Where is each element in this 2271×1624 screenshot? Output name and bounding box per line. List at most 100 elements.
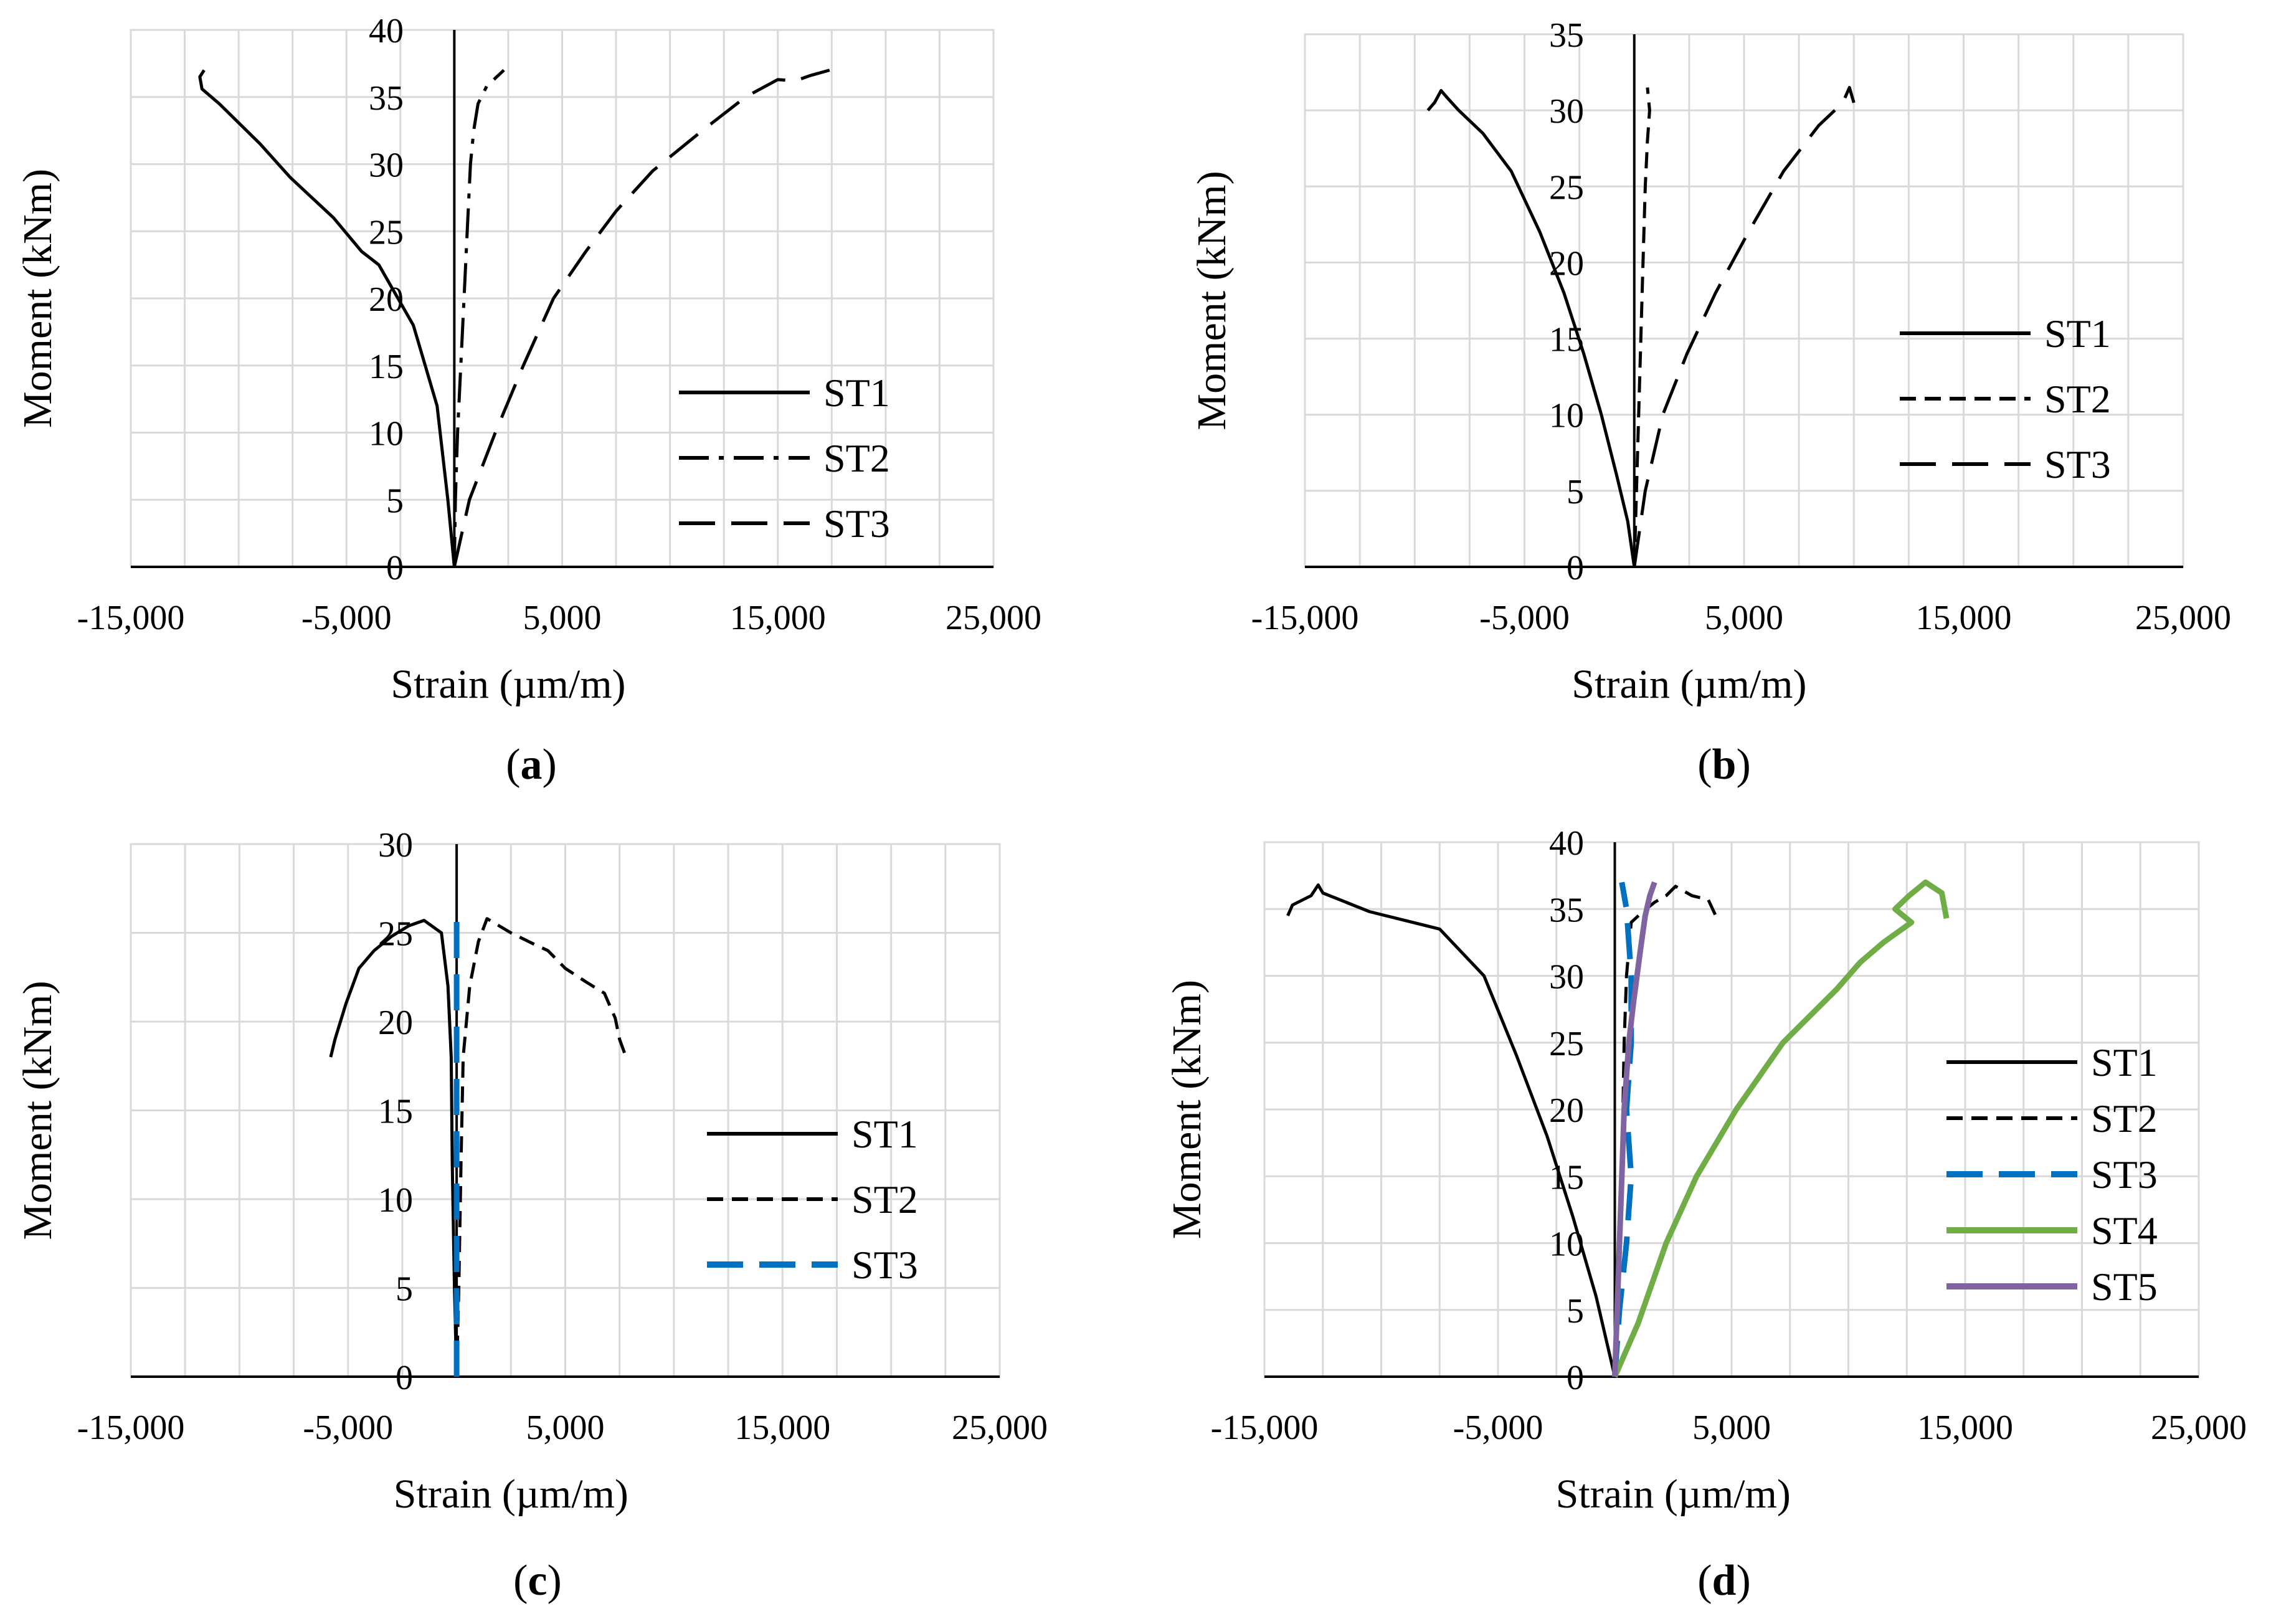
y-tick-label: 5: [396, 1270, 413, 1309]
series-line-st2: [455, 917, 628, 1377]
chart-panel-d: -15,000 -5,000 5,000 15,000 25,000 0 5 10 15 20 25…: [1164, 824, 2247, 1605]
x-tick-label: 5,000: [526, 1408, 605, 1447]
legend-label-st2: ST2: [2044, 377, 2111, 421]
y-tick-label: 15: [369, 348, 404, 386]
x-tick-label: 5,000: [523, 599, 602, 637]
y-tick-label: 15: [378, 1093, 413, 1131]
y-tick-label: 10: [378, 1181, 413, 1220]
y-tick-label: 40: [369, 12, 404, 50]
x-tick-label: -15,000: [77, 599, 185, 637]
x-axis-title: Strain (µm/m): [394, 1471, 628, 1517]
y-axis-title: Moment (kNm): [1164, 980, 1210, 1239]
x-axis-title: Strain (µm/m): [391, 662, 625, 707]
y-tick-label: 30: [1549, 92, 1584, 131]
caption-letter: b: [1712, 741, 1737, 789]
legend-label-st1: ST1: [823, 371, 890, 415]
legend-label-st3: ST3: [2044, 442, 2111, 487]
y-tick-label: 10: [1549, 1225, 1584, 1264]
legend-label-st3: ST3: [823, 501, 890, 546]
series-line-st2: [1633, 87, 1651, 567]
y-tick-label: 20: [1549, 1091, 1584, 1130]
x-tick-label: 25,000: [952, 1408, 1048, 1447]
y-tick-label: 0: [1567, 549, 1584, 587]
series-line-st3: [452, 69, 830, 567]
panel-caption: (c): [513, 1557, 562, 1605]
panel-caption: (a): [506, 741, 557, 789]
y-tick-label: 30: [378, 826, 413, 865]
caption-letter: c: [528, 1557, 547, 1605]
series-line-st1: [1426, 88, 1636, 567]
y-tick-label: 0: [386, 549, 404, 587]
y-tick-label: 15: [1549, 1158, 1584, 1197]
x-tick-label: 5,000: [1692, 1408, 1771, 1447]
caption-close: ): [1736, 1557, 1750, 1605]
y-tick-label: 0: [396, 1359, 413, 1397]
series-line-st1: [198, 69, 456, 567]
legend-label-st2: ST2: [851, 1177, 918, 1222]
y-axis-title: Moment (kNm): [1189, 171, 1235, 430]
caption-open: (: [513, 1557, 528, 1605]
y-tick-label: 30: [1549, 958, 1584, 997]
caption-letter: d: [1712, 1557, 1737, 1605]
caption-letter: a: [521, 741, 543, 789]
x-tick-label: -15,000: [77, 1408, 185, 1447]
caption-close: ): [548, 1557, 562, 1605]
caption-close: ): [1736, 741, 1750, 789]
legend-label-st4: ST4: [2091, 1209, 2158, 1253]
legend-label-st1: ST1: [851, 1112, 918, 1156]
legend-label-st5: ST5: [2091, 1265, 2158, 1309]
caption-open: (: [506, 741, 520, 789]
x-tick-label: 5,000: [1705, 599, 1783, 637]
y-axis-title: Moment (kNm): [15, 981, 60, 1240]
y-tick-label: 20: [1549, 244, 1584, 283]
series-line-st4: [1612, 879, 1950, 1378]
panel-caption: (b): [1697, 741, 1751, 789]
legend-label-st1: ST1: [2044, 311, 2111, 356]
x-axis-title: Strain (µm/m): [1572, 662, 1806, 707]
legend-label-st3: ST3: [851, 1243, 918, 1287]
legend: ST1 ST2 ST3: [707, 1112, 918, 1287]
plot-area: [130, 29, 995, 568]
series-line-st5: [1612, 881, 1657, 1377]
y-tick-label: 0: [1567, 1359, 1584, 1397]
y-tick-label: 25: [1549, 1025, 1584, 1063]
x-tick-label: 15,000: [734, 1408, 830, 1447]
y-tick-label: 30: [369, 146, 404, 185]
legend-label-st2: ST2: [2091, 1096, 2158, 1141]
chart-panel-c: -15,000 -5,000 5,000 15,000 25,0000510152025…: [15, 826, 1048, 1605]
x-tick-label: -15,000: [1251, 599, 1359, 637]
y-tick-label: 20: [378, 1004, 413, 1042]
x-tick-label: 25,000: [2135, 599, 2231, 637]
x-tick-label: -5,000: [1453, 1408, 1543, 1447]
legend: ST1 ST2 ST3: [1900, 311, 2111, 487]
series-line-st3: [1633, 86, 1856, 567]
series-line-st1: [1286, 883, 1616, 1377]
plot-area: [1263, 841, 2200, 1378]
y-tick-label: 5: [1567, 1292, 1584, 1331]
x-tick-label: -5,000: [303, 1408, 393, 1447]
y-tick-label: 35: [1549, 891, 1584, 929]
y-tick-label: 25: [1549, 168, 1584, 207]
y-tick-label: 35: [1549, 16, 1584, 55]
caption-close: ): [543, 741, 557, 789]
series-line-st1: [329, 919, 458, 1377]
plot-area: [130, 843, 1001, 1378]
plot-area: [1304, 33, 2184, 568]
x-tick-label: 25,000: [2151, 1408, 2247, 1447]
x-tick-label: 15,000: [1917, 1408, 2013, 1447]
chart-panel-a: -15,000 -5,000 5,000 15,000 25,0000510152025…: [15, 12, 1041, 789]
panel-caption: (d): [1697, 1557, 1751, 1605]
chart-panel-b: -15,000 -5,000 5,000 15,000 25,0000510152025…: [1189, 16, 2231, 789]
y-tick-label: 35: [369, 79, 404, 118]
legend: ST1 ST2 ST3 ST4 ST5: [1946, 1040, 2158, 1309]
y-tick-label: 40: [1549, 824, 1584, 863]
y-axis-title: Moment (kNm): [15, 169, 60, 428]
x-tick-label: 15,000: [730, 599, 826, 637]
caption-open: (: [1697, 741, 1712, 789]
x-tick-label: 15,000: [1916, 599, 2012, 637]
caption-open: (: [1697, 1557, 1712, 1605]
y-tick-label: 5: [1567, 473, 1584, 511]
legend-label-st3: ST3: [2091, 1152, 2158, 1197]
legend-label-st1: ST1: [2091, 1040, 2158, 1085]
